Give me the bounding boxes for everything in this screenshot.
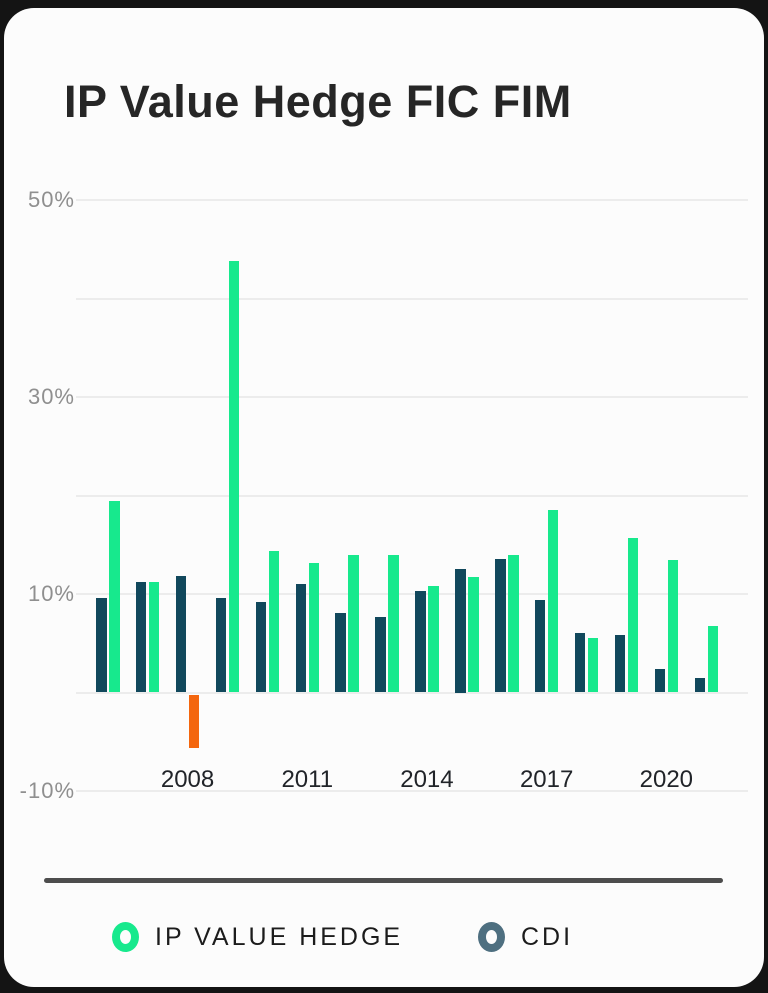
bar-cdi-2017 xyxy=(534,599,546,693)
y-tick-label-10: 10% xyxy=(27,581,75,606)
bar-ip-value-hedge-2014 xyxy=(428,586,439,693)
bar-ip-value-hedge-2015 xyxy=(468,577,479,693)
gridline-20 xyxy=(76,494,748,497)
legend-item-ip-value-hedge: IP VALUE HEDGE xyxy=(112,922,403,952)
bar-ip-value-hedge-2006 xyxy=(109,501,120,693)
bar-cdi-2020 xyxy=(654,668,666,693)
bar-ip-value-hedge-2013 xyxy=(388,554,399,693)
bar-cdi-2016 xyxy=(495,558,506,693)
gridline-10 xyxy=(76,593,748,595)
bar-cdi-2006 xyxy=(96,597,107,693)
chart-title: IP Value Hedge FIC FIM xyxy=(64,76,572,127)
bar-ip-value-hedge-2020 xyxy=(667,559,679,693)
gridline-30 xyxy=(76,396,748,398)
gridline-0 xyxy=(76,691,748,694)
legend-divider xyxy=(44,878,723,883)
legend: IP VALUE HEDGE CDI xyxy=(4,922,764,962)
bar-cdi-2021 xyxy=(694,677,705,693)
bar-ip-value-hedge-2021 xyxy=(707,625,718,693)
bar-cdi-2018 xyxy=(574,633,586,693)
x-tick-label-2020: 2020 xyxy=(639,766,694,793)
gridline-50 xyxy=(76,199,748,201)
y-tick-label--10: -10% xyxy=(19,778,75,803)
legend-label-cdi: CDI xyxy=(521,922,574,951)
y-tick-label-30: 30% xyxy=(27,384,75,409)
bar-cdi-2012 xyxy=(335,612,346,693)
x-tick-label-2011: 2011 xyxy=(281,766,334,793)
bar-ip-value-hedge-2016 xyxy=(508,554,519,693)
legend-marker-cdi-icon xyxy=(478,922,505,952)
bar-ip-value-hedge-2018 xyxy=(587,638,599,693)
legend-marker-ip-value-hedge-icon xyxy=(112,922,139,952)
bar-ip-value-hedge-2010 xyxy=(268,550,280,693)
chart-plot: 50% 30% 10% -10% 2008 2011 2014 2017 2020 xyxy=(4,8,764,828)
bar-cdi-2019 xyxy=(614,635,626,693)
x-tick-label-2014: 2014 xyxy=(400,766,454,793)
legend-label-ip-value-hedge: IP VALUE HEDGE xyxy=(155,922,404,951)
bar-cdi-2009 xyxy=(215,597,227,693)
bar-cdi-2010 xyxy=(255,601,267,693)
bar-ip-value-hedge-2019 xyxy=(627,537,639,693)
legend-item-cdi: CDI xyxy=(478,922,573,952)
bar-ip-value-hedge-2017 xyxy=(547,510,559,693)
bar-ip-value-hedge-2009 xyxy=(228,261,240,693)
x-tick-label-2008: 2008 xyxy=(160,766,215,793)
bar-ip-value-hedge-2011 xyxy=(308,563,319,693)
x-tick-label-2017: 2017 xyxy=(519,766,574,793)
bar-cdi-2013 xyxy=(375,616,386,693)
bar-cdi-2014 xyxy=(415,591,426,693)
chart-card: IP Value Hedge FIC FIM 50% 30% 10% -10% 2008… xyxy=(4,8,764,987)
bar-ip-value-hedge-2008 xyxy=(188,694,200,748)
bar-cdi-2015 xyxy=(455,569,466,693)
bar-cdi-2011 xyxy=(295,584,306,693)
bar-ip-value-hedge-2012 xyxy=(348,554,359,693)
gridline--10 xyxy=(76,790,748,792)
y-tick-label-50: 50% xyxy=(27,187,75,212)
gridline-40 xyxy=(76,297,748,300)
bar-ip-value-hedge-2007 xyxy=(148,582,160,693)
bar-cdi-2008 xyxy=(175,576,187,693)
bar-cdi-2007 xyxy=(135,582,147,693)
